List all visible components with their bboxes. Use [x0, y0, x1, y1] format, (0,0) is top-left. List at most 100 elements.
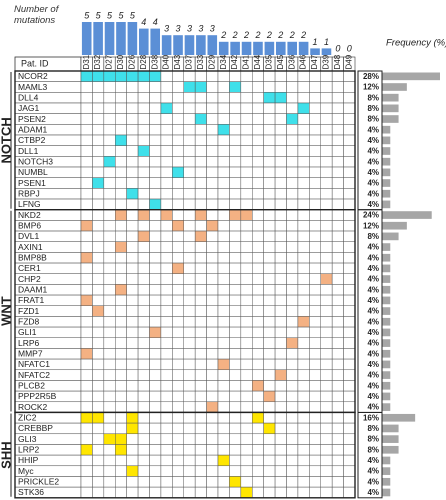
mutation-cell [297, 422, 310, 435]
mutation-cell [320, 348, 333, 360]
mutation-cell [80, 241, 93, 253]
count-label: 2 [277, 30, 283, 40]
mutation-cell [343, 166, 356, 178]
mutation-cell [80, 81, 93, 93]
mutation-cell [160, 166, 173, 178]
mutation-cell [160, 358, 173, 371]
gene-label: STK36 [18, 487, 44, 497]
frequency-label: 4% [367, 243, 379, 252]
mutation-cell [80, 252, 93, 264]
mutation-cell [92, 486, 105, 499]
mutation-cell [286, 486, 299, 499]
mutation-cell [263, 92, 276, 104]
mutation-cell [80, 486, 93, 499]
mutation-cell [160, 81, 173, 93]
frequency-bar [382, 211, 432, 219]
mutation-cell [137, 348, 150, 360]
frequency-bar [382, 317, 391, 326]
mutation-cell [149, 145, 162, 157]
mutation-cell [240, 145, 253, 157]
mutation-cell [217, 433, 230, 445]
mutation-cell [217, 262, 230, 274]
mutation-cell [343, 177, 356, 189]
mutation-cell [194, 92, 207, 104]
count-label: 3 [164, 24, 169, 34]
mutation-cell [172, 113, 184, 125]
count-bar [81, 22, 92, 55]
mutation-cell [206, 220, 219, 232]
mutation-cell [252, 454, 264, 467]
count-bar [104, 22, 115, 55]
mutation-cell [286, 412, 299, 424]
mutation-cell [297, 273, 310, 285]
mutation-cell [194, 326, 207, 338]
mutation-cell [240, 124, 253, 136]
mutation-cell [92, 305, 105, 317]
mutation-cell [160, 486, 173, 499]
mutation-cell [309, 156, 322, 168]
mutation-cell [149, 70, 162, 82]
count-bar [241, 41, 252, 55]
frequency-label: 12% [363, 221, 379, 230]
mutation-cell [149, 358, 162, 371]
frequency-label: 4% [367, 264, 379, 273]
mutation-cell [92, 465, 105, 477]
mutation-cell [80, 230, 93, 242]
frequency-label: 4% [367, 275, 379, 284]
frequency-label: 4% [367, 179, 379, 188]
mutation-cell [183, 358, 196, 371]
mutation-cell [92, 412, 105, 424]
mutation-cell [217, 70, 230, 82]
mutation-cell [172, 177, 184, 189]
mutation-cell [172, 433, 184, 445]
frequency-label: 4% [367, 200, 379, 209]
mutation-cell [309, 326, 322, 338]
mutation-cell [229, 444, 242, 456]
mutation-cell [160, 230, 173, 242]
mutation-cell [126, 188, 139, 200]
frequency-label: 8% [367, 445, 379, 454]
mutation-cell [194, 358, 207, 371]
frequency-bar [382, 371, 391, 379]
mutation-cell [194, 166, 207, 178]
frequency-bar [382, 200, 391, 209]
mutation-cell [183, 220, 196, 232]
mutation-cell [80, 305, 93, 317]
mutation-cell [172, 337, 184, 349]
frequency-label: 4% [367, 317, 379, 326]
mutation-cell [297, 412, 310, 424]
mutation-cell [206, 401, 219, 413]
mutation-cell [320, 166, 333, 178]
mutation-cell [115, 422, 127, 435]
mutation-cell [263, 156, 276, 168]
mutation-cell [92, 81, 105, 93]
mutation-cell [115, 177, 127, 189]
mutation-cell [206, 124, 219, 136]
mutation-cell [240, 92, 253, 104]
mutation-cell [229, 252, 242, 264]
mutation-cell [206, 134, 219, 146]
mutation-cell [137, 241, 150, 253]
mutation-cell [126, 230, 139, 242]
mutation-cell [126, 380, 139, 392]
mutation-cell [103, 337, 116, 349]
mutation-cell [229, 412, 242, 424]
mutation-cell [240, 390, 253, 403]
frequency-bar [382, 232, 399, 241]
mutation-cell [126, 294, 139, 306]
mutation-cell [309, 358, 322, 371]
mutation-cell [126, 241, 139, 253]
mutation-cell [80, 422, 93, 435]
mutation-cell [115, 145, 127, 157]
mutation-cell [92, 422, 105, 435]
mutation-cell [92, 401, 105, 413]
frequency-bar [382, 381, 391, 390]
mutation-cell [297, 262, 310, 274]
mutation-cell [149, 156, 162, 168]
mutation-cell [206, 369, 219, 381]
mutation-cell [297, 241, 310, 253]
frequency-block [357, 411, 383, 499]
frequency-label: 4% [367, 403, 379, 412]
mutation-cell [194, 486, 207, 499]
mutation-cell [286, 70, 299, 82]
